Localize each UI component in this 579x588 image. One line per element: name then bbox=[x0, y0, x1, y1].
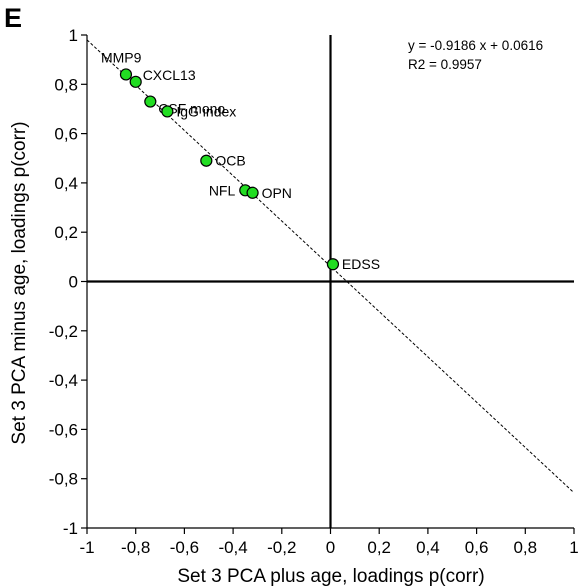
x-tick-label: 0,2 bbox=[367, 538, 391, 557]
data-point bbox=[246, 186, 259, 199]
x-tick-label: 0,8 bbox=[513, 538, 537, 557]
x-tick-label: 0,4 bbox=[416, 538, 440, 557]
data-point bbox=[144, 95, 157, 108]
data-point bbox=[161, 105, 174, 118]
y-axis: 1 0,8 0,6 0,4 0,2 0 -0,2 -0,4 -0,6 -0,8 -1 bbox=[49, 26, 87, 538]
point-label: MMP9 bbox=[101, 49, 142, 65]
y-tick-label: 0,6 bbox=[54, 125, 78, 144]
point-label: CSF mono bbox=[158, 101, 225, 117]
x-tick-label: -0,4 bbox=[218, 538, 247, 557]
x-axis: -1 -0,8 -0,6 -0,4 -0,2 0 0,2 0,4 0,6 0,8 1 bbox=[79, 528, 579, 557]
x-tick-label: -0,2 bbox=[267, 538, 296, 557]
y-tick-label: -0,4 bbox=[49, 371, 78, 390]
x-tick-label: -0,6 bbox=[170, 538, 199, 557]
data-point bbox=[326, 258, 340, 271]
data-point bbox=[200, 154, 213, 167]
y-tick-label: -0,2 bbox=[49, 322, 78, 341]
y-tick-label: 0,2 bbox=[54, 223, 78, 242]
x-tick-label: 0,6 bbox=[465, 538, 489, 557]
point-label: EDSS bbox=[342, 256, 380, 272]
regression-equation: y = -0.9186 x + 0.0616 bbox=[408, 38, 543, 53]
point-label: OCB bbox=[215, 153, 245, 169]
point-label: NFL bbox=[209, 182, 236, 198]
y-axis-title: Set 3 PCA minus age, loadings p(corr) bbox=[9, 121, 30, 444]
x-tick-label: -1 bbox=[79, 538, 94, 557]
data-point bbox=[129, 75, 142, 88]
zero-axes bbox=[87, 35, 574, 528]
point-label: IgG index bbox=[176, 103, 236, 119]
y-tick-label: 0 bbox=[69, 273, 78, 292]
data-point bbox=[119, 68, 133, 81]
r-squared-text: R2 = 0.9957 bbox=[408, 57, 482, 72]
y-tick-label: -1 bbox=[63, 519, 78, 538]
y-tick-label: -0,8 bbox=[49, 470, 78, 489]
panel-letter: E bbox=[4, 3, 22, 33]
y-tick-label: -0,6 bbox=[49, 420, 78, 439]
y-tick-label: 0,8 bbox=[54, 75, 78, 94]
y-tick-label: 0,4 bbox=[54, 174, 78, 193]
x-tick-label: 1 bbox=[569, 538, 578, 557]
x-axis-title: Set 3 PCA plus age, loadings p(corr) bbox=[177, 566, 484, 587]
point-label: CXCL13 bbox=[143, 67, 196, 83]
x-tick-label: 0 bbox=[326, 538, 335, 557]
point-label: OPN bbox=[262, 185, 292, 201]
x-tick-label: -0,8 bbox=[121, 538, 150, 557]
y-tick-label: 1 bbox=[69, 26, 78, 45]
